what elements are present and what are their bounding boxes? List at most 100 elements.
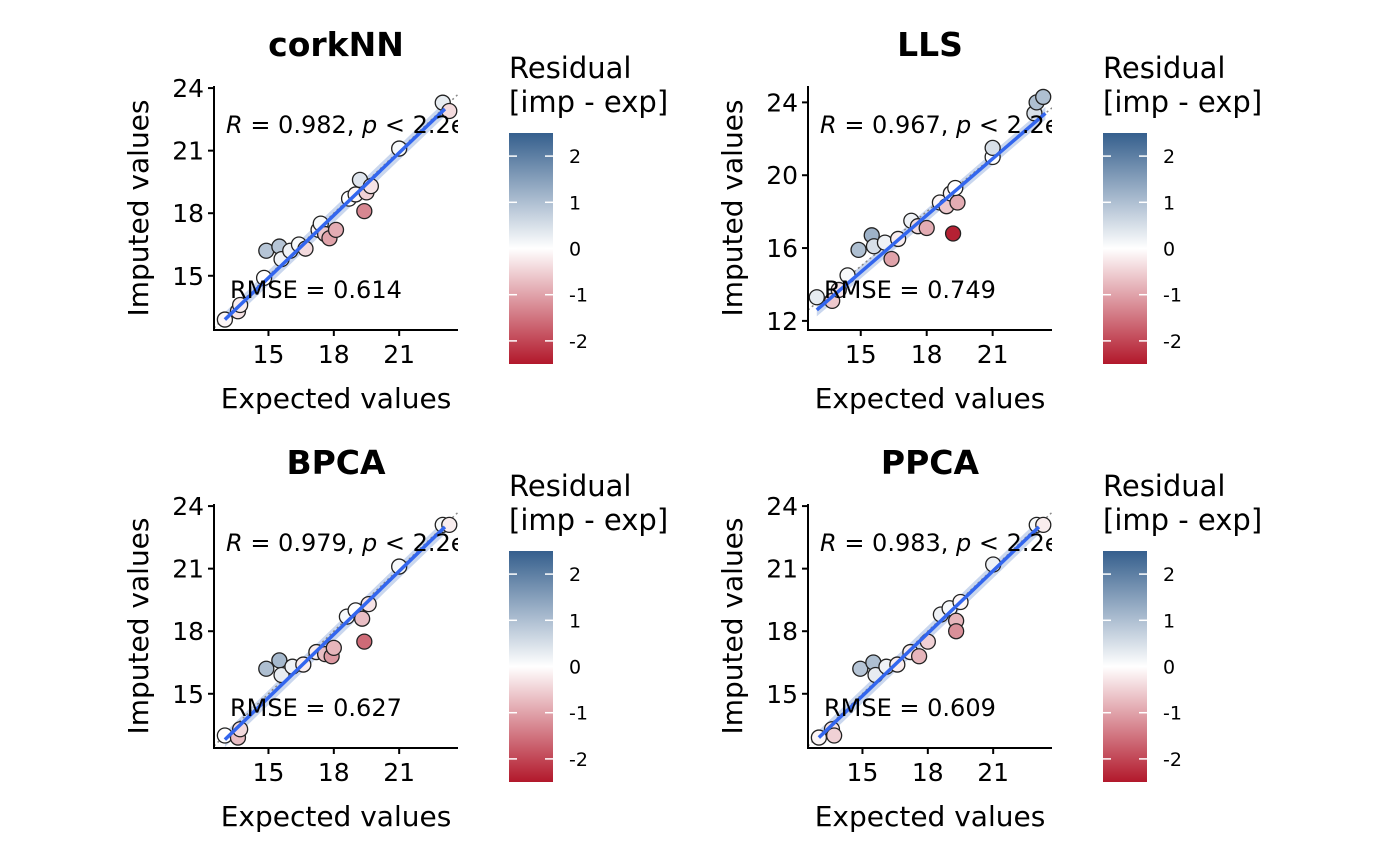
plot-area: R = 0.979, p < 2.2e-16 <box>214 511 505 747</box>
legend-title-line2: [imp - exp] <box>1103 503 1262 537</box>
x-tick-label: 18 <box>911 340 943 369</box>
y-tick-label: 15 <box>172 262 204 291</box>
data-point <box>808 289 825 306</box>
r-value: = 0.967, <box>837 111 956 139</box>
legend-title-line1: Residual <box>509 469 631 503</box>
correlation-label: R = 0.967, p < 2.2e-16 <box>820 111 1099 139</box>
legend-tick-label: -1 <box>1163 703 1182 725</box>
data-point <box>391 558 408 575</box>
data-point <box>356 633 373 650</box>
x-axis-title: Expected values <box>221 800 452 833</box>
legend-tick-label: -2 <box>569 331 588 353</box>
legend-tick-label: 1 <box>1163 610 1175 632</box>
data-point <box>391 140 408 157</box>
p-symbol: p <box>361 111 377 139</box>
legend-title-line1: Residual <box>509 51 631 85</box>
x-axis-title: Expected values <box>815 382 1046 415</box>
data-point <box>258 660 275 677</box>
legend-title-line2: [imp - exp] <box>509 85 668 119</box>
data-point <box>353 610 371 627</box>
y-tick-label: 24 <box>172 492 204 521</box>
panel-corknn: corkNN R = 0.982, p < 2.2e-16 RMSE = 0.614… <box>122 25 668 415</box>
r-symbol: R <box>226 111 243 139</box>
r-symbol: R <box>820 529 837 557</box>
data-point <box>944 225 962 242</box>
data-point <box>852 660 869 677</box>
rmse-label: RMSE = 0.614 <box>230 276 402 304</box>
legend-tick-label: -1 <box>569 703 588 725</box>
legend-tick-label: 1 <box>569 610 581 632</box>
r-value: = 0.982, <box>243 111 362 139</box>
y-axis-title: Imputed values <box>122 518 155 735</box>
y-tick-label: 24 <box>172 74 204 103</box>
legend-title-line2: [imp - exp] <box>509 503 668 537</box>
rmse-label: RMSE = 0.609 <box>824 694 996 722</box>
data-point <box>984 139 1001 157</box>
y-tick-label: 15 <box>766 680 798 709</box>
y-tick-label: 18 <box>766 617 798 646</box>
legend-tick-label: 2 <box>1163 564 1175 586</box>
legend-tick-label: -2 <box>1163 749 1182 771</box>
y-tick-label: 20 <box>766 161 798 190</box>
y-tick-label: 21 <box>172 555 204 584</box>
legend-tick-label: 0 <box>569 239 581 261</box>
y-axis-title: Imputed values <box>122 100 155 317</box>
legend-tick-label: 2 <box>569 146 581 168</box>
data-point <box>325 639 342 657</box>
x-axis-title: Expected values <box>815 800 1046 833</box>
r-symbol: R <box>226 529 243 557</box>
fit-line <box>817 525 1041 739</box>
p-value: < 2.2e-16 <box>377 529 505 557</box>
x-tick-label: 21 <box>977 340 1009 369</box>
fit-line <box>223 107 447 321</box>
x-tick-label: 21 <box>383 758 415 787</box>
p-symbol: p <box>955 111 971 139</box>
r-symbol: R <box>820 111 837 139</box>
data-point <box>949 194 966 211</box>
y-tick-label: 24 <box>766 88 798 117</box>
correlation-label: R = 0.982, p < 2.2e-16 <box>226 111 505 139</box>
y-tick-label: 21 <box>766 555 798 584</box>
legend-tick-label: -1 <box>569 285 588 307</box>
x-tick-label: 15 <box>847 758 879 787</box>
r-value: = 0.983, <box>837 529 956 557</box>
correlation-label: R = 0.983, p < 2.2e-16 <box>820 529 1099 557</box>
plot-area: R = 0.983, p < 2.2e-16 <box>808 511 1099 747</box>
legend-tick-label: 1 <box>569 192 581 214</box>
legend-title-line1: Residual <box>1103 51 1225 85</box>
legend-tick-label: 0 <box>1163 239 1175 261</box>
data-point <box>231 721 249 738</box>
panel-lls: LLS R = 0.967, p < 2.2e-16 RMSE = 0.749 15 1… <box>716 25 1262 415</box>
p-value: < 2.2e-16 <box>971 111 1099 139</box>
data-point <box>356 202 373 220</box>
y-axis-title: Imputed values <box>716 100 749 317</box>
fit-line <box>223 525 447 741</box>
legend-tick-label: 0 <box>1163 657 1175 679</box>
legend-tick-label: 2 <box>569 564 581 586</box>
data-point <box>327 221 345 239</box>
correlation-label: R = 0.979, p < 2.2e-16 <box>226 529 505 557</box>
x-tick-label: 15 <box>845 340 877 369</box>
legend-tick-label: -2 <box>569 749 588 771</box>
legend-tick-label: 0 <box>569 657 581 679</box>
panel-title: corkNN <box>268 25 404 64</box>
legend-title-line1: Residual <box>1103 469 1225 503</box>
data-point <box>883 250 900 268</box>
plot-area: R = 0.967, p < 2.2e-16 <box>808 88 1099 317</box>
x-tick-label: 15 <box>253 340 285 369</box>
data-point <box>255 269 273 287</box>
panel-title: BPCA <box>286 443 386 482</box>
x-tick-label: 18 <box>318 758 350 787</box>
r-value: = 0.979, <box>243 529 362 557</box>
legend-tick-label: -1 <box>1163 285 1182 307</box>
x-axis-title: Expected values <box>221 382 452 415</box>
x-tick-label: 21 <box>977 758 1009 787</box>
y-axis-title: Imputed values <box>716 518 749 735</box>
data-point <box>1035 88 1052 106</box>
p-symbol: p <box>361 529 377 557</box>
legend-tick-label: 2 <box>1163 146 1175 168</box>
plot-area: R = 0.982, p < 2.2e-16 <box>214 93 505 329</box>
data-point <box>360 595 377 613</box>
y-tick-label: 12 <box>766 307 798 336</box>
